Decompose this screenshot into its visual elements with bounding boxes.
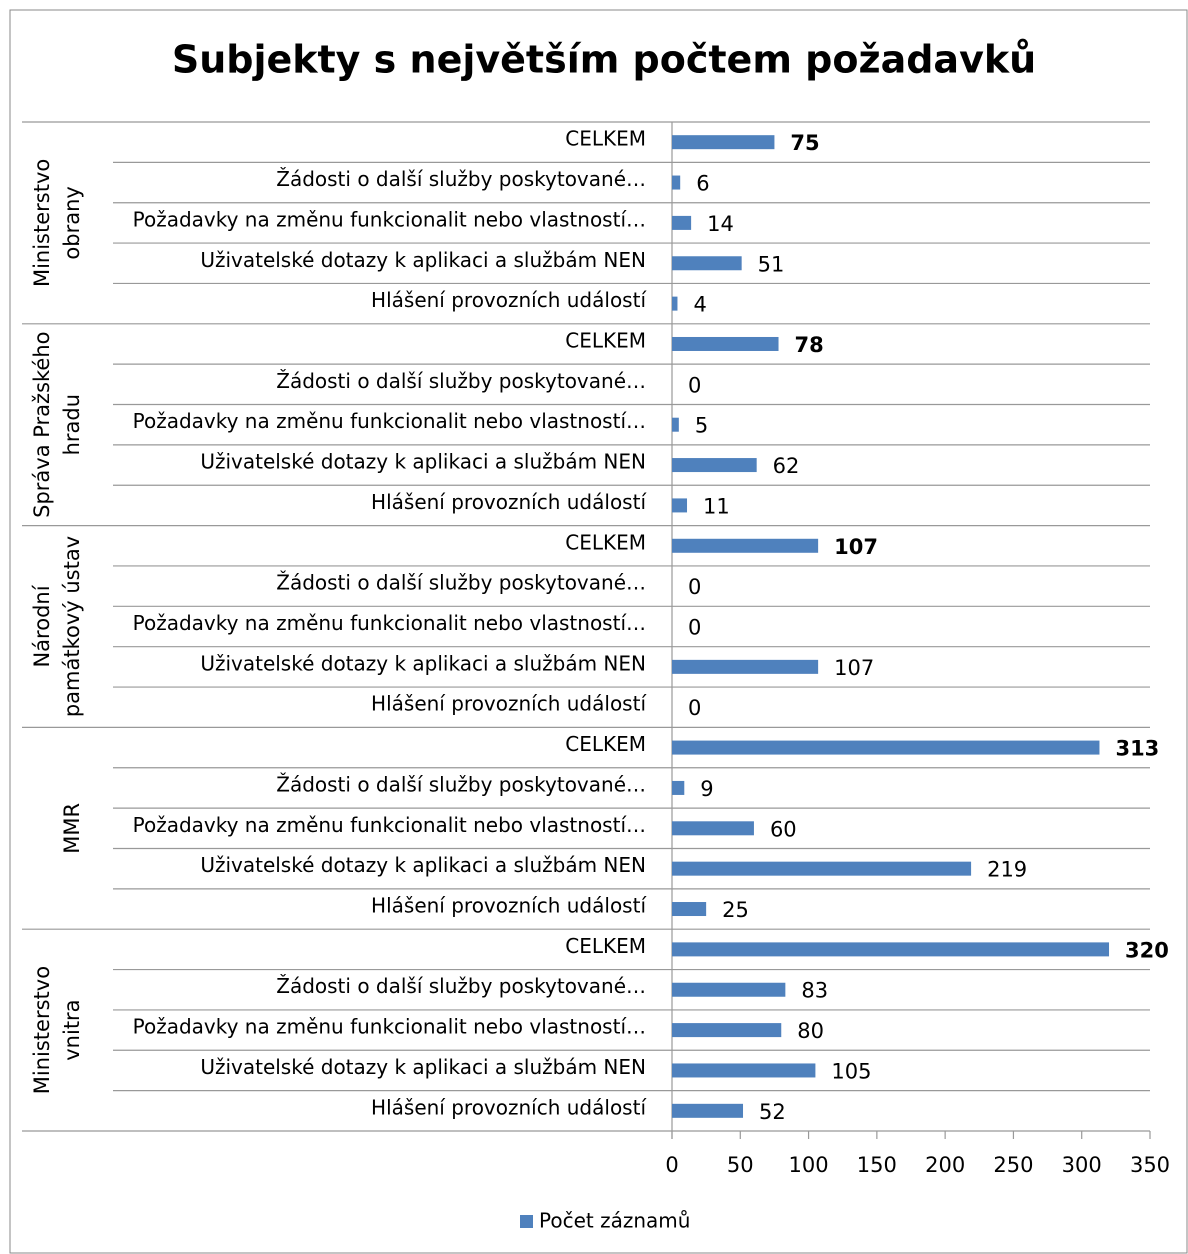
y-tick-label: Žádosti o další služby poskytované… (276, 369, 646, 393)
group-label-line: Ministerstvo (30, 966, 54, 1094)
group-label: Národní památkový ústav (30, 536, 84, 717)
x-tick-label: 100 (789, 1153, 829, 1177)
data-label: 11 (703, 494, 730, 518)
data-label: 313 (1115, 737, 1159, 761)
y-tick-label: Hlášení provozních událostí (371, 894, 647, 918)
bar (672, 135, 775, 150)
data-label: 105 (831, 1059, 871, 1083)
bar (672, 215, 692, 230)
bar (672, 336, 779, 351)
data-label: 80 (797, 1019, 824, 1043)
y-tick-label: CELKEM (565, 127, 646, 151)
data-label: 52 (759, 1100, 786, 1124)
data-label: 107 (834, 656, 874, 680)
group-label-line: hradu (60, 394, 84, 455)
data-label: 4 (693, 293, 706, 317)
bar (672, 175, 681, 190)
x-tick-label: 350 (1130, 1153, 1170, 1177)
legend-label: Počet záznamů (539, 1209, 690, 1233)
data-label: 219 (987, 858, 1027, 882)
y-tick-label: Uživatelské dotazy k aplikaci a službám … (200, 248, 646, 272)
data-label: 9 (700, 777, 713, 801)
group-label: Ministerstvo vnitra (30, 966, 84, 1094)
x-tick-label: 50 (727, 1153, 754, 1177)
bar (672, 982, 786, 997)
y-tick-label: Žádosti o další služby poskytované… (276, 571, 646, 595)
bar (672, 498, 688, 513)
legend-swatch (520, 1215, 533, 1228)
bar (672, 821, 754, 836)
group-label-line: vnitra (60, 999, 84, 1060)
y-tick-label: Žádosti o další služby poskytované… (276, 167, 646, 191)
data-label: 0 (688, 373, 701, 397)
group-label-line: Správa Pražského (30, 332, 54, 518)
y-tick-label: Uživatelské dotazy k aplikaci a službám … (200, 450, 646, 474)
y-tick-label: Požadavky na změnu funkcionalit nebo vla… (133, 1015, 646, 1039)
y-tick-label: CELKEM (565, 934, 646, 958)
data-label: 107 (834, 535, 878, 559)
data-label: 75 (790, 131, 819, 155)
data-label: 25 (722, 898, 749, 922)
y-tick-label: Hlášení provozních událostí (371, 490, 647, 514)
data-label: 60 (770, 817, 797, 841)
data-label: 83 (801, 979, 828, 1003)
data-label: 0 (688, 575, 701, 599)
bar (672, 861, 972, 876)
y-tick-label: Uživatelské dotazy k aplikaci a službám … (200, 651, 646, 675)
group-label-line: obrany (60, 186, 84, 259)
y-tick-label: Požadavky na změnu funkcionalit nebo vla… (133, 409, 646, 433)
y-tick-label: Uživatelské dotazy k aplikaci a službám … (200, 1055, 646, 1079)
bar (672, 659, 819, 674)
y-tick-label: Žádosti o další služby poskytované… (276, 772, 646, 796)
y-tick-label: Hlášení provozních událostí (371, 1095, 647, 1119)
data-label: 62 (773, 454, 800, 478)
bar (672, 1063, 816, 1078)
group-label: MMR (60, 803, 84, 854)
y-tick-label: CELKEM (565, 530, 646, 554)
group-label-line: Národní (30, 584, 54, 667)
bar (672, 296, 678, 311)
y-tick-label: Požadavky na změnu funkcionalit nebo vla… (133, 611, 646, 635)
chart-title: Subjekty s největším počtem požadavků (172, 38, 1036, 82)
x-tick-label: 300 (1062, 1153, 1102, 1177)
data-label: 320 (1125, 938, 1169, 962)
data-label: 14 (707, 212, 734, 236)
bar (672, 417, 679, 432)
x-tick-label: 200 (925, 1153, 965, 1177)
bar (672, 256, 742, 271)
y-tick-label: Žádosti o další služby poskytované… (276, 974, 646, 998)
bar (672, 942, 1110, 957)
group-label-line: Ministerstvo (30, 159, 54, 287)
group-label-line: památkový ústav (60, 536, 84, 717)
x-tick-label: 150 (857, 1153, 897, 1177)
data-label: 0 (688, 616, 701, 640)
bar (672, 740, 1100, 755)
y-tick-label: Uživatelské dotazy k aplikaci a službám … (200, 853, 646, 877)
data-label: 51 (758, 252, 785, 276)
y-tick-label: Požadavky na změnu funkcionalit nebo vla… (133, 207, 646, 231)
group-label: Správa Pražského hradu (30, 332, 84, 518)
x-tick-label: 250 (993, 1153, 1033, 1177)
data-label: 5 (695, 414, 708, 438)
data-label: 0 (688, 696, 701, 720)
bar (672, 458, 757, 473)
chart-frame (9, 9, 1188, 1254)
bar (672, 780, 685, 795)
group-label-line: MMR (60, 803, 84, 854)
bar (672, 538, 819, 553)
data-label: 6 (696, 172, 709, 196)
y-tick-label: Hlášení provozních událostí (371, 692, 647, 716)
bar (672, 902, 707, 917)
y-tick-label: Hlášení provozních událostí (371, 288, 647, 312)
bar (672, 1103, 744, 1118)
x-tick-label: 0 (665, 1153, 678, 1177)
group-label: Ministerstvo obrany (30, 159, 84, 287)
y-tick-label: Požadavky na změnu funkcionalit nebo vla… (133, 813, 646, 837)
y-tick-label: CELKEM (565, 328, 646, 352)
y-tick-label: CELKEM (565, 732, 646, 756)
bar (672, 1023, 782, 1038)
data-label: 78 (795, 333, 824, 357)
